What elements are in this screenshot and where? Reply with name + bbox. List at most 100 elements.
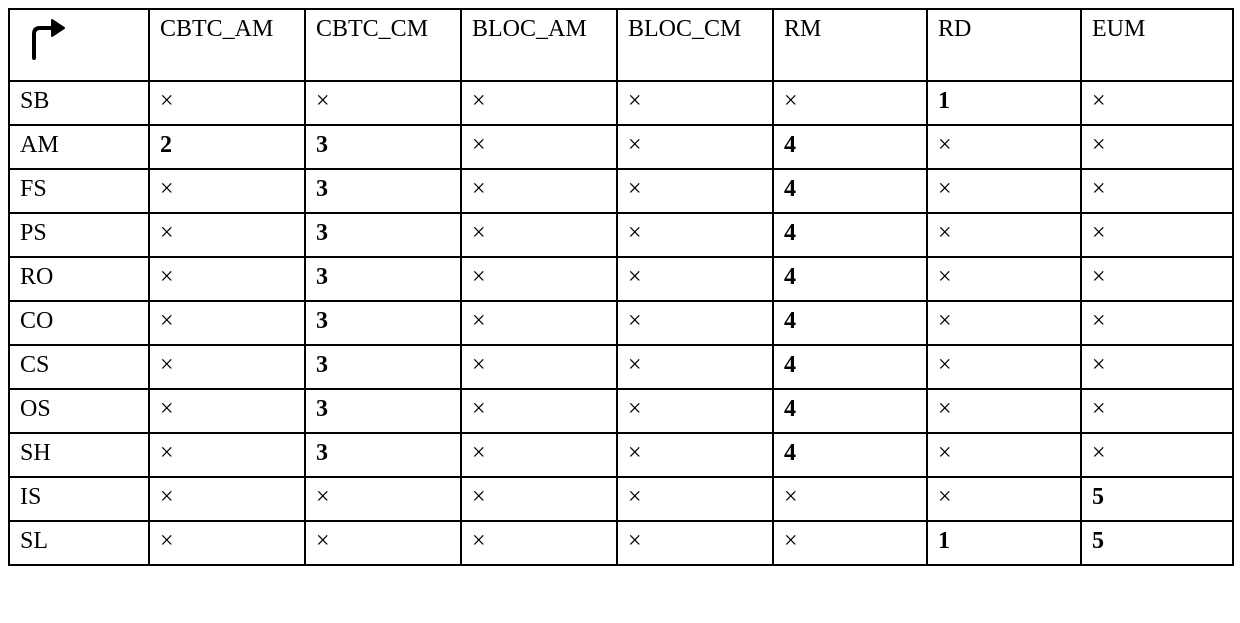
table-cell: × <box>617 81 773 125</box>
table-cell: × <box>773 521 927 565</box>
table-cell: × <box>927 125 1081 169</box>
table-cell: 4 <box>773 433 927 477</box>
table-cell: × <box>1081 81 1233 125</box>
table-cell: × <box>461 125 617 169</box>
table-cell: 2 <box>149 125 305 169</box>
table-row: SL×××××15 <box>9 521 1233 565</box>
row-label: SB <box>9 81 149 125</box>
table-cell: × <box>1081 257 1233 301</box>
arrow-up-right-icon <box>20 16 74 64</box>
table-cell: × <box>149 389 305 433</box>
table-cell: × <box>461 521 617 565</box>
table-cell: × <box>927 257 1081 301</box>
table-cell: × <box>927 169 1081 213</box>
column-header: CBTC_CM <box>305 9 461 81</box>
table-cell: 4 <box>773 169 927 213</box>
table-cell: × <box>1081 389 1233 433</box>
table-cell: × <box>149 433 305 477</box>
table-row: FS×3××4×× <box>9 169 1233 213</box>
table-cell: × <box>617 257 773 301</box>
table-cell: × <box>149 345 305 389</box>
table-cell: × <box>149 169 305 213</box>
table-row: IS××××××5 <box>9 477 1233 521</box>
table-row: RO×3××4×× <box>9 257 1233 301</box>
table-cell: 3 <box>305 257 461 301</box>
table-cell: × <box>773 477 927 521</box>
row-label: IS <box>9 477 149 521</box>
table-cell: × <box>305 81 461 125</box>
table-cell: × <box>927 477 1081 521</box>
table-cell: × <box>617 213 773 257</box>
table-cell: 3 <box>305 433 461 477</box>
table-cell: × <box>617 521 773 565</box>
table-body: SB×××××1×AM23××4××FS×3××4××PS×3××4××RO×3… <box>9 81 1233 565</box>
column-header: EUM <box>1081 9 1233 81</box>
table-cell: 5 <box>1081 477 1233 521</box>
table-cell: 3 <box>305 169 461 213</box>
table-cell: × <box>149 81 305 125</box>
table-cell: 4 <box>773 125 927 169</box>
table-row: PS×3××4×× <box>9 213 1233 257</box>
table-cell: × <box>461 433 617 477</box>
table-cell: × <box>461 301 617 345</box>
table-cell: × <box>305 521 461 565</box>
table-row: SB×××××1× <box>9 81 1233 125</box>
table-cell: × <box>149 213 305 257</box>
table-cell: × <box>1081 169 1233 213</box>
table-cell: 5 <box>1081 521 1233 565</box>
table-cell: × <box>773 81 927 125</box>
table-cell: × <box>149 257 305 301</box>
table-cell: × <box>617 477 773 521</box>
table-cell: × <box>927 433 1081 477</box>
table-cell: × <box>149 301 305 345</box>
table-cell: × <box>305 477 461 521</box>
table-cell: 4 <box>773 213 927 257</box>
table-cell: 3 <box>305 345 461 389</box>
table-cell: 4 <box>773 389 927 433</box>
column-header: CBTC_AM <box>149 9 305 81</box>
table-cell: × <box>461 169 617 213</box>
table-cell: × <box>617 301 773 345</box>
table-cell: × <box>1081 125 1233 169</box>
row-label: PS <box>9 213 149 257</box>
table-cell: × <box>617 389 773 433</box>
column-header: RM <box>773 9 927 81</box>
table-cell: × <box>1081 213 1233 257</box>
table-cell: 4 <box>773 257 927 301</box>
table-cell: × <box>617 125 773 169</box>
table-cell: × <box>617 169 773 213</box>
transition-table: CBTC_AM CBTC_CM BLOC_AM BLOC_CM RM RD EU… <box>8 8 1234 566</box>
row-label: AM <box>9 125 149 169</box>
row-label: OS <box>9 389 149 433</box>
table-cell: 4 <box>773 301 927 345</box>
row-label: CS <box>9 345 149 389</box>
table-cell: × <box>1081 301 1233 345</box>
table-cell: × <box>927 213 1081 257</box>
table-cell: × <box>1081 345 1233 389</box>
table-cell: 4 <box>773 345 927 389</box>
table-cell: × <box>461 389 617 433</box>
table-cell: × <box>927 301 1081 345</box>
table-row: AM23××4×× <box>9 125 1233 169</box>
table-cell: × <box>927 345 1081 389</box>
table-cell: × <box>461 81 617 125</box>
table-header-row: CBTC_AM CBTC_CM BLOC_AM BLOC_CM RM RD EU… <box>9 9 1233 81</box>
column-header: BLOC_CM <box>617 9 773 81</box>
row-label: SL <box>9 521 149 565</box>
column-header: BLOC_AM <box>461 9 617 81</box>
table-cell: × <box>617 345 773 389</box>
column-header: RD <box>927 9 1081 81</box>
table-cell: × <box>617 433 773 477</box>
table-cell: × <box>461 257 617 301</box>
table-cell: 3 <box>305 301 461 345</box>
table-row: OS×3××4×× <box>9 389 1233 433</box>
table-cell: × <box>1081 433 1233 477</box>
table-cell: × <box>149 477 305 521</box>
row-label: RO <box>9 257 149 301</box>
table-cell: × <box>927 389 1081 433</box>
table-cell: 1 <box>927 81 1081 125</box>
table-cell: 3 <box>305 125 461 169</box>
table-row: CO×3××4×× <box>9 301 1233 345</box>
table-cell: × <box>461 345 617 389</box>
row-label: FS <box>9 169 149 213</box>
